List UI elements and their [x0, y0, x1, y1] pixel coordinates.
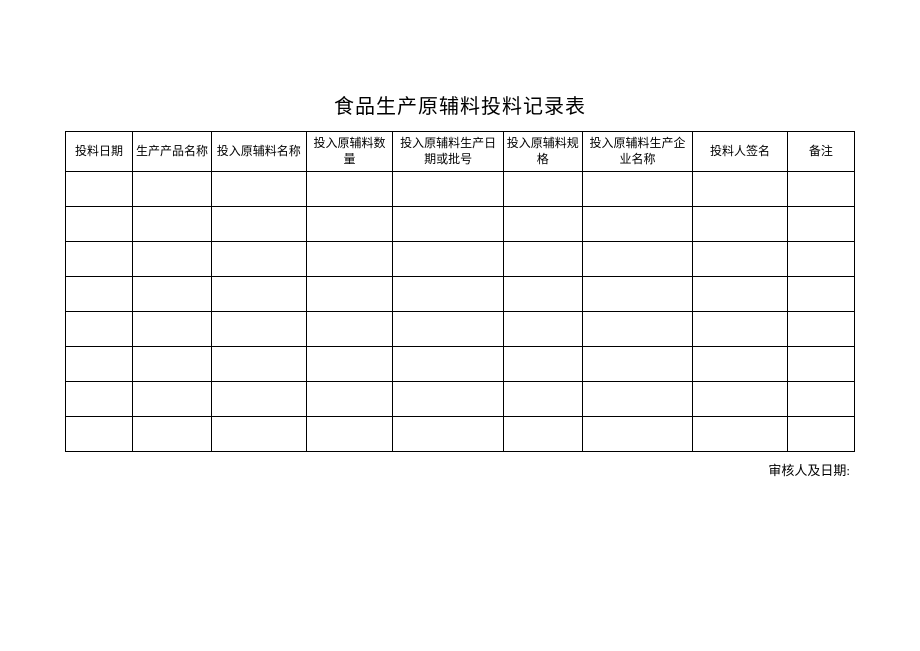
- table-cell: [393, 382, 503, 417]
- table-cell: [503, 382, 582, 417]
- table-row: [66, 312, 855, 347]
- table-cell: [693, 242, 788, 277]
- table-row: [66, 382, 855, 417]
- table-cell: [306, 312, 393, 347]
- table-cell: [133, 347, 212, 382]
- table-cell: [787, 347, 854, 382]
- table-cell: [393, 172, 503, 207]
- table-row: [66, 242, 855, 277]
- table-row: [66, 417, 855, 452]
- table-cell: [503, 207, 582, 242]
- table-cell: [393, 207, 503, 242]
- table-cell: [66, 242, 133, 277]
- table-cell: [211, 347, 306, 382]
- table-cell: [393, 277, 503, 312]
- page-title: 食品生产原辅料投料记录表: [65, 90, 855, 119]
- table-row: [66, 277, 855, 312]
- table-cell: [211, 312, 306, 347]
- table-cell: [133, 417, 212, 452]
- table-cell: [211, 207, 306, 242]
- table-cell: [66, 347, 133, 382]
- table-cell: [66, 312, 133, 347]
- table-cell: [66, 277, 133, 312]
- table-cell: [66, 207, 133, 242]
- table-header-cell: 投入原辅料生产企业名称: [582, 132, 692, 172]
- table-cell: [393, 347, 503, 382]
- table-header-cell: 投入原辅料生产日期或批号: [393, 132, 503, 172]
- table-cell: [66, 172, 133, 207]
- table-cell: [693, 207, 788, 242]
- table-cell: [133, 277, 212, 312]
- table-cell: [211, 277, 306, 312]
- table-cell: [306, 277, 393, 312]
- table-header-cell: 生产产品名称: [133, 132, 212, 172]
- table-cell: [582, 277, 692, 312]
- table-cell: [306, 347, 393, 382]
- table-cell: [503, 242, 582, 277]
- table-cell: [306, 242, 393, 277]
- table-cell: [503, 277, 582, 312]
- table-cell: [306, 172, 393, 207]
- table-cell: [306, 207, 393, 242]
- table-cell: [582, 242, 692, 277]
- table-cell: [693, 312, 788, 347]
- table-cell: [393, 312, 503, 347]
- table-row: [66, 347, 855, 382]
- table-cell: [693, 277, 788, 312]
- record-table: 投料日期生产产品名称投入原辅料名称投入原辅料数量投入原辅料生产日期或批号投入原辅…: [65, 131, 855, 452]
- table-cell: [503, 417, 582, 452]
- table-cell: [133, 172, 212, 207]
- table-header-cell: 投入原辅料规格: [503, 132, 582, 172]
- table-cell: [503, 347, 582, 382]
- table-cell: [133, 207, 212, 242]
- table-cell: [133, 382, 212, 417]
- table-cell: [787, 312, 854, 347]
- table-header-cell: 备注: [787, 132, 854, 172]
- table-cell: [66, 382, 133, 417]
- footer-text: 审核人及日期:: [65, 460, 855, 479]
- table-cell: [582, 417, 692, 452]
- table-cell: [693, 417, 788, 452]
- table-cell: [787, 242, 854, 277]
- table-cell: [211, 172, 306, 207]
- table-cell: [787, 382, 854, 417]
- table-cell: [787, 417, 854, 452]
- table-cell: [693, 382, 788, 417]
- table-cell: [211, 382, 306, 417]
- table-cell: [582, 382, 692, 417]
- table-cell: [787, 172, 854, 207]
- table-cell: [582, 347, 692, 382]
- table-cell: [393, 417, 503, 452]
- table-cell: [66, 417, 133, 452]
- table-cell: [393, 242, 503, 277]
- table-header-cell: 投入原辅料名称: [211, 132, 306, 172]
- table-header-cell: 投料日期: [66, 132, 133, 172]
- table-header-cell: 投入原辅料数量: [306, 132, 393, 172]
- table-cell: [306, 417, 393, 452]
- table-cell: [133, 242, 212, 277]
- table-cell: [693, 347, 788, 382]
- table-cell: [306, 382, 393, 417]
- table-cell: [211, 417, 306, 452]
- table-header-row: 投料日期生产产品名称投入原辅料名称投入原辅料数量投入原辅料生产日期或批号投入原辅…: [66, 132, 855, 172]
- table-header-cell: 投料人签名: [693, 132, 788, 172]
- table-row: [66, 207, 855, 242]
- table-row: [66, 172, 855, 207]
- table-cell: [787, 277, 854, 312]
- table-cell: [787, 207, 854, 242]
- table-cell: [693, 172, 788, 207]
- table-cell: [582, 312, 692, 347]
- table-cell: [503, 312, 582, 347]
- table-cell: [582, 207, 692, 242]
- table-cell: [133, 312, 212, 347]
- table-cell: [503, 172, 582, 207]
- table-cell: [211, 242, 306, 277]
- table-cell: [582, 172, 692, 207]
